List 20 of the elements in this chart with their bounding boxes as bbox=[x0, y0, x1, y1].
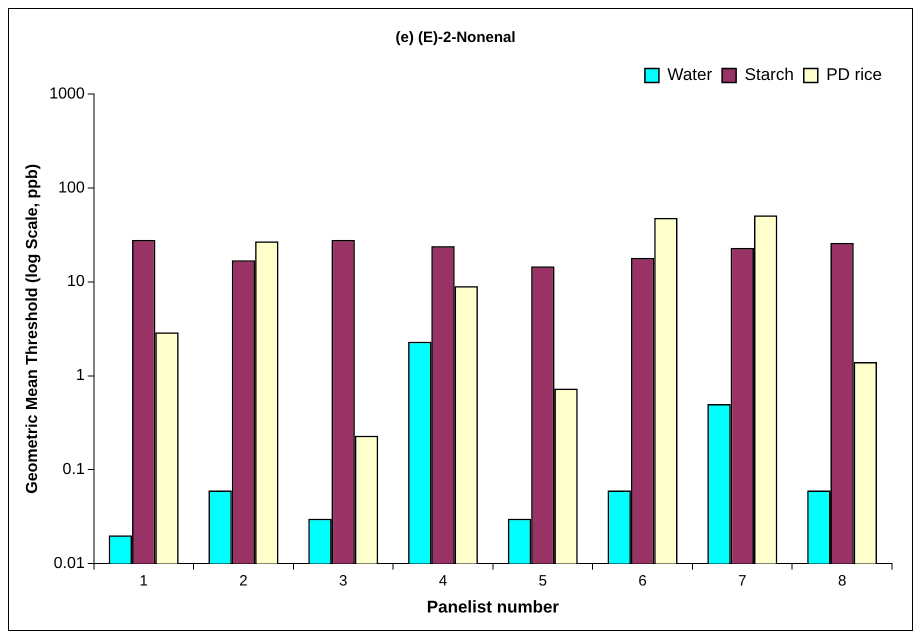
chart-title: (e) (E)-2-Nonenal bbox=[396, 29, 516, 46]
y-tick-label: 0.01 bbox=[54, 555, 85, 572]
x-axis-title: Panelist number bbox=[426, 597, 560, 616]
x-tick-label: 1 bbox=[140, 572, 148, 590]
x-tick-label: 8 bbox=[838, 572, 846, 590]
x-tick-label: 4 bbox=[438, 572, 448, 590]
y-tick-label: 1000 bbox=[49, 85, 85, 102]
y-tick-label: 10 bbox=[66, 273, 85, 290]
x-tick-label: 2 bbox=[239, 572, 248, 590]
legend-label: PD rice bbox=[826, 65, 882, 84]
y-axis-title: Geometric Mean Threshold (log Scale, ppb) bbox=[24, 164, 42, 494]
x-tick-label: 6 bbox=[638, 572, 647, 590]
y-tick-label: 0.1 bbox=[62, 461, 85, 478]
x-tick-label: 7 bbox=[738, 572, 747, 590]
x-tick-label: 5 bbox=[538, 572, 547, 590]
y-tick-label: 100 bbox=[58, 179, 85, 196]
y-tick-label: 1 bbox=[76, 367, 85, 384]
x-tick-label: 3 bbox=[339, 572, 348, 590]
legend-label: Starch bbox=[744, 65, 794, 84]
legend-label: Water bbox=[667, 65, 712, 84]
